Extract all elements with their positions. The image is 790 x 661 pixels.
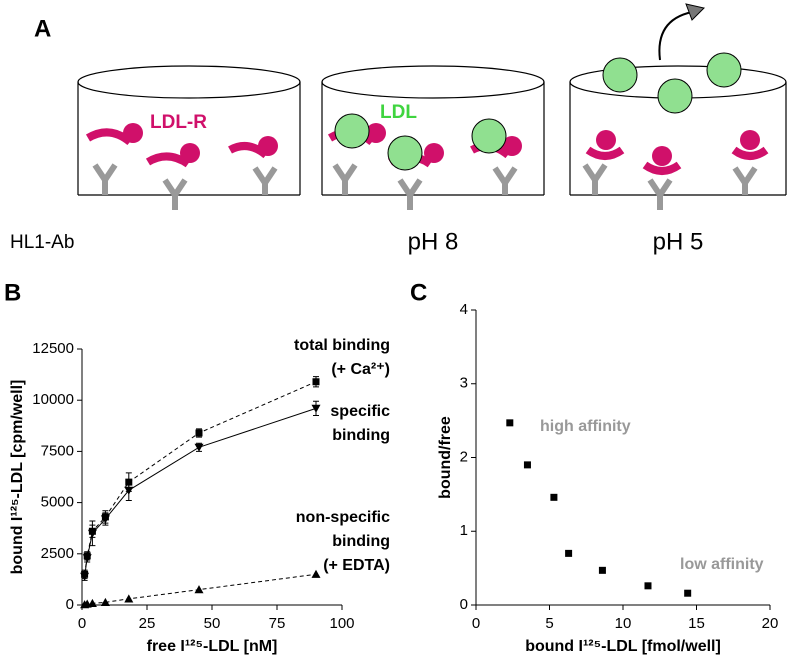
x-tick-label: 100 bbox=[329, 615, 354, 632]
marker bbox=[87, 598, 97, 607]
y-tick-label: 0 bbox=[66, 596, 74, 613]
y-tick-label: 2 bbox=[460, 448, 468, 465]
annotation: specific bbox=[330, 403, 390, 420]
marker bbox=[311, 404, 321, 413]
annotation: (+ Ca²⁺) bbox=[331, 361, 390, 378]
y-tick-label: 5000 bbox=[41, 494, 74, 511]
x-tick-label: 10 bbox=[615, 615, 632, 632]
condition-label: pH 8 bbox=[408, 228, 459, 255]
marker bbox=[598, 566, 606, 574]
annotation: (+ EDTA) bbox=[323, 557, 390, 574]
y-tick-label: 0 bbox=[460, 596, 468, 613]
well-3 bbox=[569, 3, 787, 210]
y-axis-label: bound/free bbox=[437, 416, 454, 499]
marker bbox=[311, 569, 321, 578]
marker bbox=[124, 486, 134, 495]
receptor-label: LDL-R bbox=[150, 112, 207, 133]
marker bbox=[506, 419, 514, 427]
y-tick-label: 12500 bbox=[32, 340, 74, 357]
marker bbox=[565, 549, 573, 557]
marker bbox=[100, 515, 110, 524]
x-tick-label: 0 bbox=[472, 615, 480, 632]
annotation: low affinity bbox=[680, 556, 764, 573]
marker bbox=[550, 493, 558, 501]
series-line bbox=[84, 381, 317, 575]
marker bbox=[80, 572, 90, 581]
well-1 bbox=[77, 65, 301, 210]
x-axis-label: bound I¹²⁵-LDL [fmol/well] bbox=[525, 638, 721, 655]
panel-letter: B bbox=[4, 279, 21, 306]
marker bbox=[100, 597, 110, 606]
annotation: binding bbox=[332, 427, 390, 444]
x-tick-label: 50 bbox=[204, 615, 221, 632]
x-tick-label: 15 bbox=[688, 615, 705, 632]
condition-label: pH 5 bbox=[653, 228, 704, 255]
marker bbox=[644, 582, 652, 590]
antibody-label: HL1-Ab bbox=[10, 232, 74, 253]
y-tick-label: 7500 bbox=[41, 442, 74, 459]
ldl-label: LDL bbox=[380, 102, 417, 123]
marker bbox=[82, 554, 92, 563]
panel-letter: A bbox=[34, 15, 51, 42]
marker bbox=[194, 585, 204, 594]
marker bbox=[87, 529, 97, 538]
annotation: high affinity bbox=[540, 418, 631, 435]
marker bbox=[523, 461, 531, 469]
y-tick-label: 3 bbox=[460, 375, 468, 392]
panel-letter: C bbox=[410, 279, 427, 306]
marker bbox=[195, 429, 203, 437]
marker bbox=[124, 594, 134, 603]
x-tick-label: 75 bbox=[269, 615, 286, 632]
x-tick-label: 0 bbox=[78, 615, 86, 632]
annotation: non-specific bbox=[296, 509, 390, 526]
y-tick-label: 2500 bbox=[41, 545, 74, 562]
y-tick-label: 10000 bbox=[32, 391, 74, 408]
y-tick-label: 1 bbox=[460, 522, 468, 539]
x-axis-label: free I¹²⁵-LDL [nM] bbox=[147, 638, 278, 655]
annotation: binding bbox=[332, 533, 390, 550]
annotation: total binding bbox=[294, 337, 390, 354]
x-tick-label: 5 bbox=[545, 615, 553, 632]
marker bbox=[684, 589, 692, 597]
y-tick-label: 4 bbox=[460, 301, 468, 318]
x-tick-label: 25 bbox=[139, 615, 156, 632]
well-2 bbox=[321, 65, 545, 210]
x-tick-label: 20 bbox=[762, 615, 779, 632]
marker bbox=[194, 443, 204, 452]
y-axis-label: bound I¹²⁵-LDL [cpm/well] bbox=[9, 380, 26, 575]
marker bbox=[312, 378, 320, 386]
